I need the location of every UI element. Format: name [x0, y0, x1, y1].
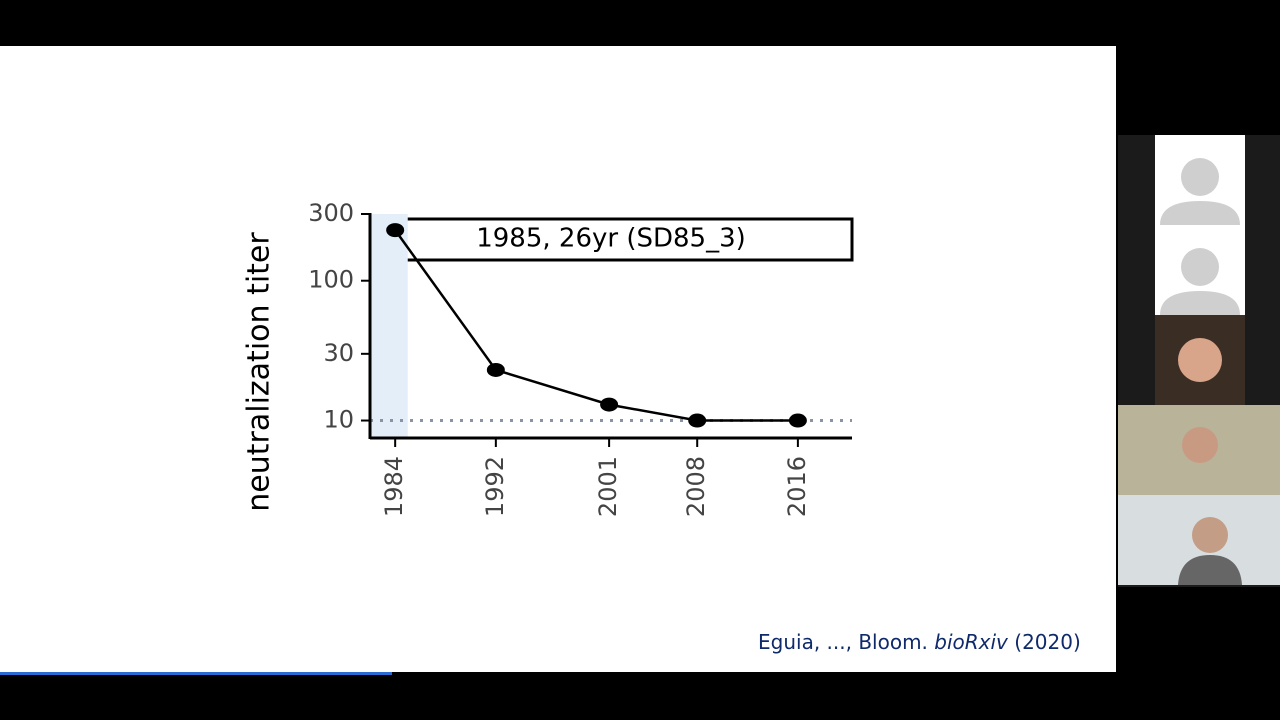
x-tick-label: 1992 — [481, 456, 509, 517]
participant-tiles — [1118, 135, 1280, 585]
data-point — [600, 397, 619, 412]
avatar-head — [1181, 158, 1219, 196]
y-tick-label: 100 — [308, 266, 354, 294]
chart: 1985, 26yr (SD85_3) neutralization titer… — [242, 199, 854, 517]
shaded-region — [370, 214, 408, 438]
slide — [0, 46, 1116, 672]
participant-panel — [1118, 135, 1280, 587]
data-point — [688, 413, 707, 428]
x-tick-label: 2016 — [783, 456, 811, 517]
video-face — [1182, 427, 1218, 463]
data-point — [788, 413, 807, 428]
x-tick-label: 1984 — [380, 456, 408, 517]
video-body — [1178, 555, 1242, 585]
chart-title: 1985, 26yr (SD85_3) — [476, 224, 746, 254]
citation: Eguia, ..., Bloom. bioRxiv (2020) — [758, 630, 1081, 654]
y-axis-label: neutralization titer — [242, 232, 277, 512]
data-point — [386, 223, 405, 238]
x-tick-label: 2008 — [682, 456, 710, 517]
avatar-body — [1160, 291, 1240, 315]
y-tick-label: 300 — [308, 199, 354, 227]
y-tick-label: 10 — [323, 406, 354, 434]
avatar-body — [1160, 201, 1240, 225]
y-tick-label: 30 — [323, 339, 354, 367]
citation-journal: bioRxiv — [934, 630, 1008, 654]
citation-year: (2020) — [1014, 630, 1081, 654]
progress-bar — [0, 672, 392, 675]
video-face — [1178, 338, 1222, 382]
avatar-head — [1181, 248, 1219, 286]
video-face — [1192, 517, 1228, 553]
citation-authors: Eguia, ..., Bloom. — [758, 630, 928, 654]
data-point — [486, 362, 505, 377]
x-tick-label: 2001 — [594, 456, 622, 517]
